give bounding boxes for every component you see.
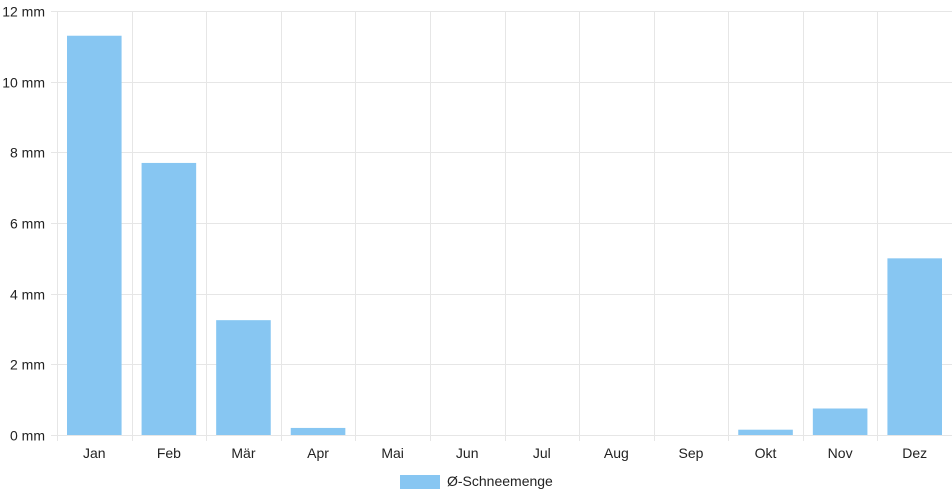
- bar-mär: [216, 320, 271, 435]
- x-tick-label: Sep: [678, 445, 703, 461]
- x-tick-label: Nov: [828, 445, 853, 461]
- legend[interactable]: Ø-Schneemenge: [400, 473, 553, 489]
- bar-dez: [887, 258, 942, 435]
- x-tick-label: Feb: [157, 445, 181, 461]
- x-tick-label: Okt: [755, 445, 777, 461]
- x-tick-label: Dez: [902, 445, 927, 461]
- x-tick-label: Jul: [533, 445, 551, 461]
- y-tick-label: 12 mm: [2, 4, 45, 20]
- x-tick-label: Mär: [231, 445, 255, 461]
- bar-feb: [141, 162, 197, 435]
- bar-nov: [812, 408, 868, 435]
- y-tick-label: 2 mm: [10, 357, 45, 373]
- bar-jan: [67, 35, 122, 435]
- x-tick-label: Jan: [83, 445, 106, 461]
- y-tick-label: 4 mm: [10, 287, 45, 303]
- grid-lines: [51, 11, 952, 441]
- y-tick-label: 0 mm: [10, 428, 45, 444]
- legend-swatch[interactable]: [400, 475, 440, 489]
- y-tick-label: 6 mm: [10, 216, 45, 232]
- axes: 0 mm 2 mm 4 mm 6 mm 8 mm 10 mm 12 mm Jan Feb Mär A…: [2, 4, 927, 462]
- bar-apr: [290, 427, 346, 435]
- x-tick-label: Jun: [456, 445, 479, 461]
- y-tick-label: 10 mm: [2, 75, 45, 91]
- x-tick-label: Apr: [307, 445, 329, 461]
- bar-okt: [738, 429, 793, 435]
- x-tick-label: Aug: [604, 445, 629, 461]
- legend-label[interactable]: Ø-Schneemenge: [447, 473, 553, 489]
- y-tick-label: 8 mm: [10, 145, 45, 161]
- bar-series: [67, 35, 942, 435]
- x-tick-label: Mai: [381, 445, 404, 461]
